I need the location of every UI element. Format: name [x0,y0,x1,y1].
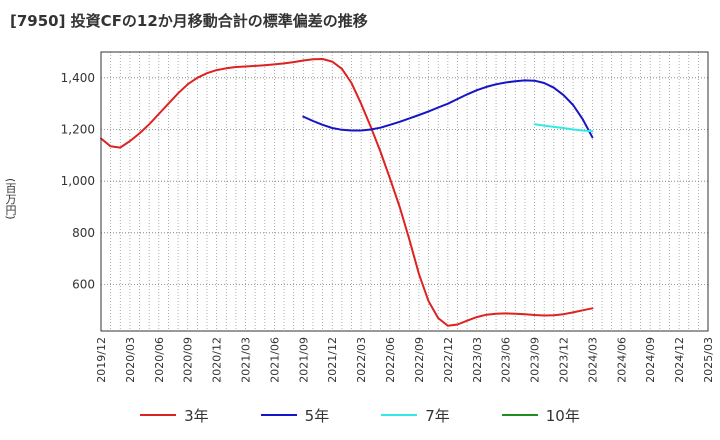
x-tick-label: 2022/03 [355,337,368,383]
plot-border [100,51,709,332]
legend-label: 5年 [304,406,330,425]
x-tick-label: 2023/06 [500,337,513,383]
y-tick-label: 800 [72,226,95,240]
y-tick-label: 1,400 [61,71,95,85]
x-tick-label: 2024/09 [644,337,657,383]
axis-layer: 600 800 1,000 1,200 1,400 2019/12 2020/03 2020/… [61,51,715,383]
line-chart: 600 800 1,000 1,200 1,400 2019/12 2020/03 2020/… [61,51,715,383]
legend-label: 10年 [545,406,580,425]
legend-item-10y: 10年 [501,405,580,426]
x-tick-label: 2023/12 [557,337,570,383]
y-axis-label: (百万円) [4,178,17,220]
x-tick-label: 2024/06 [615,337,628,383]
x-tick-label: 2023/03 [471,337,484,383]
x-tick-label: 2020/03 [124,337,137,383]
x-tick-label: 2021/12 [326,337,339,383]
x-tick-label: 2020/09 [182,337,195,383]
grid-layer [101,52,708,331]
legend-item-5y: 5年 [260,405,330,426]
x-tick-label: 2024/12 [673,337,686,383]
x-tick-label: 2021/09 [297,337,310,383]
series-line-1 [302,79,594,139]
chart-title: [7950] 投資CFの12か月移動合計の標準偏差の推移 [10,12,368,30]
x-tick-label: 2022/06 [384,337,397,383]
x-tick-label: 2020/12 [211,337,224,383]
x-tick-label: 2021/06 [268,337,281,383]
x-tick-label: 2019/12 [95,337,108,383]
legend: 3年 5年 7年 10年 [0,402,720,428]
legend-swatch [501,414,538,416]
series-line-0 [100,58,594,327]
x-tick-label: 2022/09 [413,337,426,383]
legend-swatch [381,414,418,416]
series-layer [100,58,594,327]
legend-swatch [260,414,297,416]
y-tick-label: 1,200 [61,123,95,137]
legend-item-3y: 3年 [140,405,209,426]
x-tick-label: 2021/03 [240,337,253,383]
legend-label: 3年 [184,406,209,425]
legend-swatch [140,414,177,416]
legend-label: 7年 [425,406,450,425]
x-tick-label: 2024/03 [586,337,599,383]
x-tick-label: 2022/12 [442,337,455,383]
series-line-2 [533,123,594,133]
y-tick-label: 600 [72,278,95,292]
legend-item-7y: 7年 [381,405,450,426]
x-tick-label: 2020/06 [153,337,166,383]
x-tick-label: 2025/03 [702,337,715,383]
x-tick-label: 2023/09 [529,337,542,383]
y-tick-label: 1,000 [61,174,95,188]
